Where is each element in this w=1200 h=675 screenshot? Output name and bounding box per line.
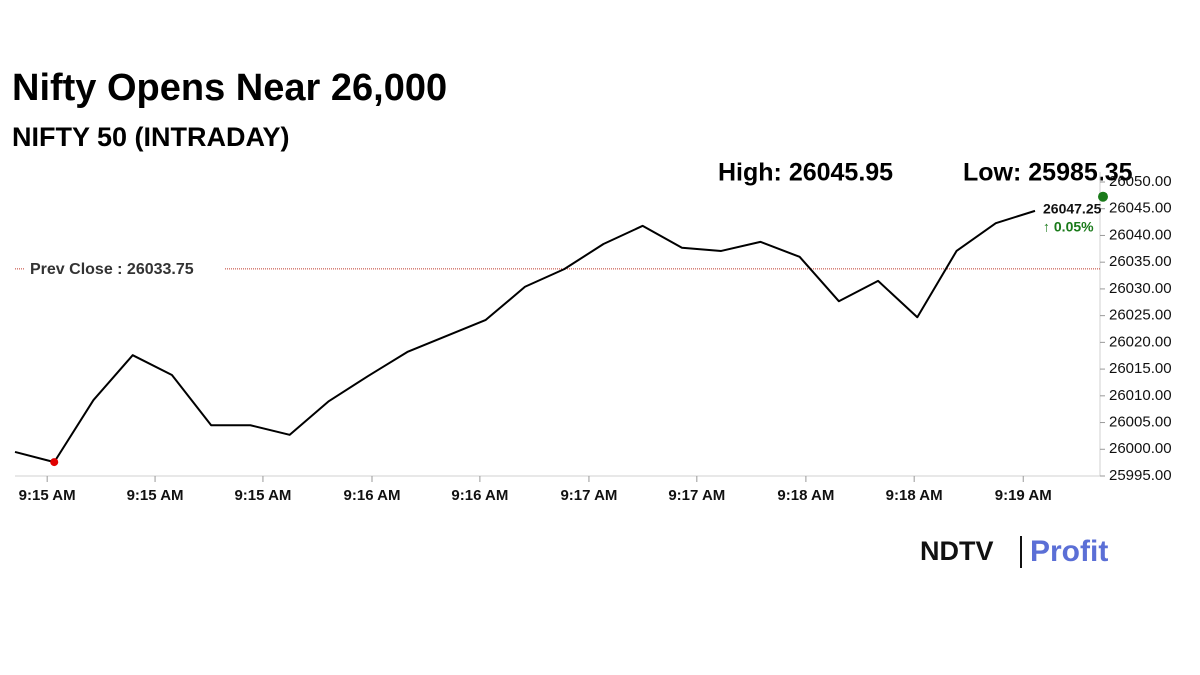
x-tick-label: 9:18 AM xyxy=(886,487,943,504)
y-tick-label: 26015.00 xyxy=(1109,360,1172,377)
chart-subtitle: NIFTY 50 (INTRADAY) xyxy=(12,122,290,152)
y-tick-label: 26010.00 xyxy=(1109,387,1172,404)
y-tick-label: 26035.00 xyxy=(1109,253,1172,270)
low-marker xyxy=(50,458,59,467)
low-label: Low: 25985.35 xyxy=(963,159,1133,187)
y-tick-label: 26040.00 xyxy=(1109,226,1172,243)
prev-close-label: Prev Close : 26033.75 xyxy=(30,261,194,278)
chart-title: Nifty Opens Near 26,000 xyxy=(12,67,447,109)
last-value-label: 26047.25 xyxy=(1043,201,1102,217)
brand-ndtv: NDTV xyxy=(920,536,994,566)
x-tick-label: 9:17 AM xyxy=(668,487,725,504)
y-tick-label: 26005.00 xyxy=(1109,414,1172,431)
x-tick-label: 9:16 AM xyxy=(344,487,401,504)
x-tick-label: 9:16 AM xyxy=(451,487,508,504)
prev-close-label-bg xyxy=(24,258,224,279)
y-tick-label: 25995.00 xyxy=(1109,467,1172,484)
last-marker xyxy=(1098,191,1108,202)
brand-profit: Profit xyxy=(1030,535,1108,568)
y-tick-label: 26025.00 xyxy=(1109,307,1172,324)
high-label: High: 26045.95 xyxy=(718,159,893,187)
y-tick-label: 26020.00 xyxy=(1109,333,1172,350)
x-tick-label: 9:17 AM xyxy=(560,487,617,504)
y-tick-label: 26000.00 xyxy=(1109,440,1172,457)
x-tick-label: 9:18 AM xyxy=(777,487,834,504)
y-tick-label: 26045.00 xyxy=(1109,200,1172,217)
y-tick-label: 26050.00 xyxy=(1109,173,1172,190)
x-tick-label: 9:15 AM xyxy=(127,487,184,504)
price-line xyxy=(14,209,1036,464)
x-tick-label: 9:15 AM xyxy=(234,487,291,504)
y-tick-label: 26030.00 xyxy=(1109,280,1172,297)
x-tick-label: 9:15 AM xyxy=(19,487,76,504)
x-tick-label: 9:19 AM xyxy=(995,487,1052,504)
change-label: ↑ 0.05% xyxy=(1043,219,1094,235)
